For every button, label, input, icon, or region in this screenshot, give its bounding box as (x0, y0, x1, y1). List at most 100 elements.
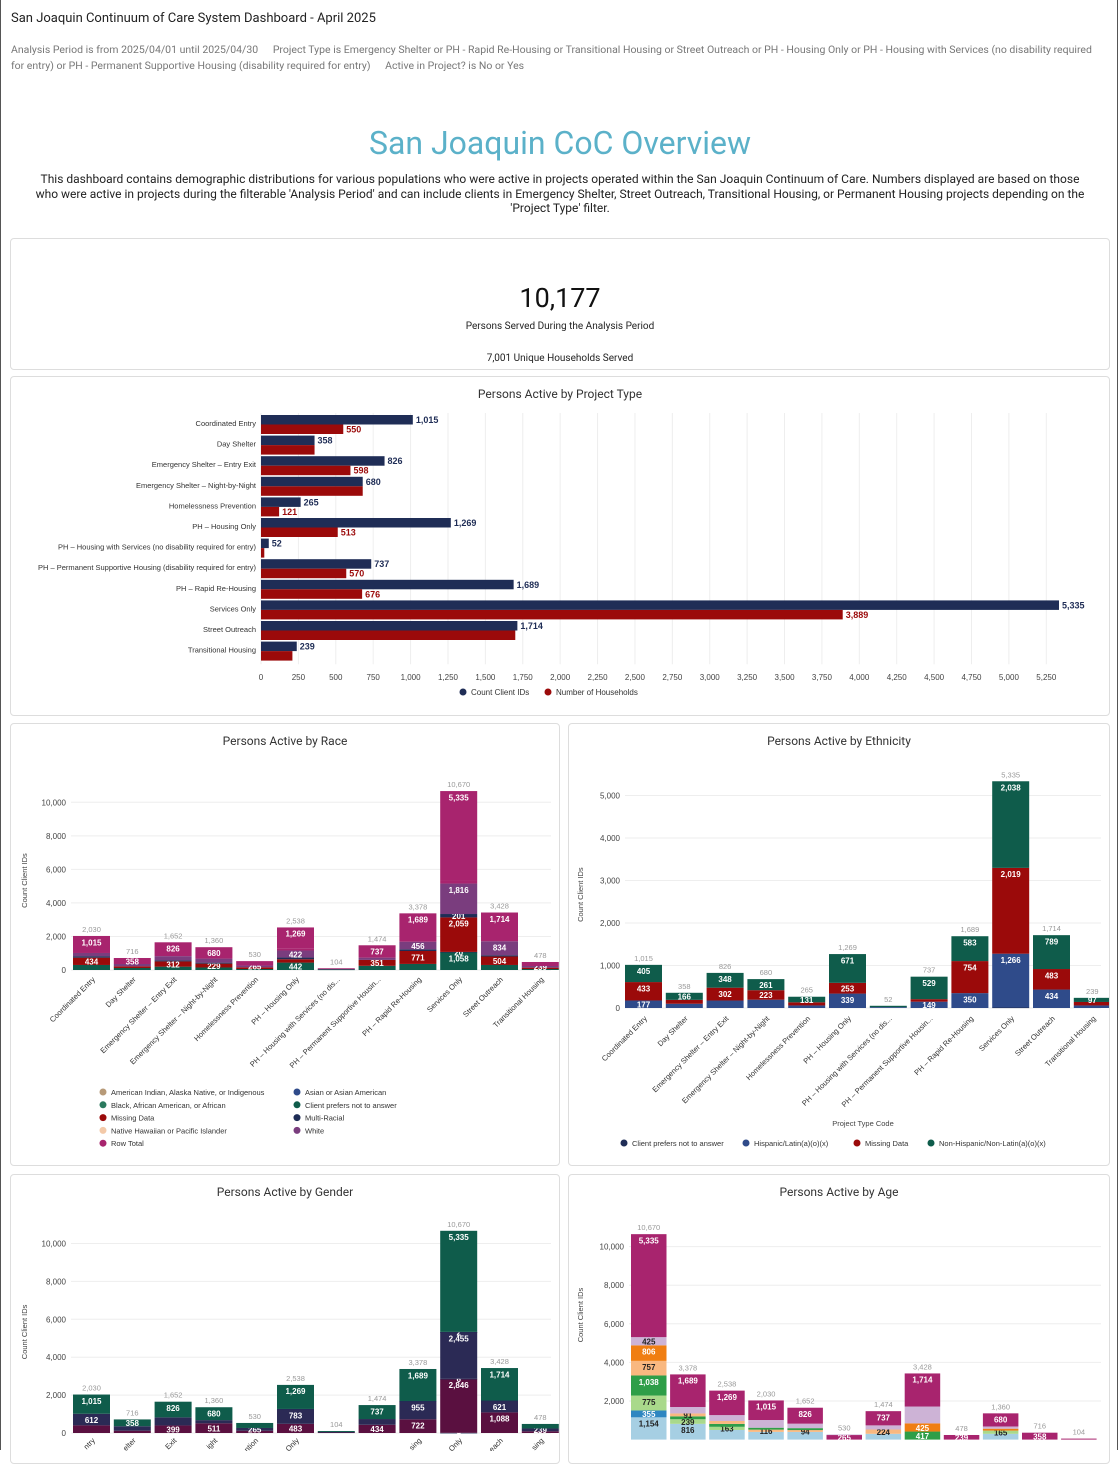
bar-segment (440, 1332, 478, 1333)
household-count-bar (261, 486, 363, 496)
bar-segment (670, 1413, 706, 1417)
bar-segment (1033, 989, 1070, 1008)
overview-title: San Joaquin CoC Overview (368, 124, 752, 162)
household-count-label: 598 (353, 466, 368, 476)
bar-segment (236, 1422, 274, 1428)
ethnicity-chart: 0 1,000 2,000 3,000 4,000 5,000 Count Client I… (576, 770, 1109, 1148)
bar-segment (73, 1394, 110, 1414)
household-count-label: 570 (349, 569, 364, 579)
filter-summary[interactable]: Analysis Period is from 2025/04/01 until… (11, 42, 1106, 74)
x-tick-label: Coordinated Entry (48, 975, 97, 1024)
y-tick-label: 4,000 (46, 899, 67, 908)
bar-segment (440, 914, 478, 918)
age-chart: 2,000 4,000 6,000 8,000 10,000 Count Client I… (576, 1223, 1101, 1443)
bar-segment (865, 1411, 902, 1426)
bar-segment (73, 1425, 110, 1433)
category-label: Coordinated Entry (196, 419, 257, 428)
bar-segment (399, 1368, 437, 1401)
segment-label: 1,015 (81, 1397, 102, 1406)
bar-segment (1033, 935, 1070, 970)
bar-segment (277, 1384, 314, 1409)
segment-label: 757 (642, 1363, 656, 1372)
segment-label: 1,689 (408, 1371, 429, 1380)
bar-segment (440, 951, 478, 953)
segment-label: 806 (642, 1348, 656, 1357)
household-count-bar (261, 445, 315, 455)
bar-segment (631, 1234, 667, 1338)
client-count-label: 1,714 (520, 621, 543, 631)
x-tick-label: 3,250 (737, 673, 758, 682)
segment-label: 350 (963, 995, 977, 1004)
filter-active-in-project[interactable]: Active in Project? is No or Yes (385, 59, 525, 72)
x-tick-label: 2,000 (550, 673, 571, 682)
bar-segment (625, 982, 662, 1001)
bar-segment (706, 1000, 744, 1008)
category-label: Transitional Housing (188, 646, 256, 655)
segment-label: 1,689 (408, 916, 429, 925)
bar-segment (195, 1407, 233, 1421)
bar-segment (521, 965, 559, 968)
segment-label: 1,015 (81, 938, 102, 947)
bar-total-label: 2,538 (286, 916, 305, 925)
segment-label: 737 (370, 1407, 384, 1416)
category-label: PH – Permanent Supportive Housing (disab… (38, 563, 257, 572)
bar-segment (317, 969, 355, 971)
segment-label: 358 (1033, 1432, 1047, 1441)
segment-label: 265 (838, 1433, 852, 1442)
filter-project-type[interactable]: Project Type is Emergency Shelter or PH … (11, 43, 1092, 72)
bar-segment (631, 1337, 667, 1346)
segment-label: 612 (85, 1416, 99, 1425)
bar-segment (670, 1423, 706, 1440)
x-tick-label: Emergency Shelter – Night-by-Night (680, 1013, 772, 1105)
legend-label: American Indian, Alaska Native, or Indig… (111, 1088, 265, 1097)
bar-segment (440, 1332, 478, 1379)
bar-segment (154, 942, 192, 957)
x-tick-label: 3,500 (775, 673, 796, 682)
bar-segment (113, 967, 151, 970)
client-count-bar (261, 435, 315, 446)
y-tick-label: 0 (62, 966, 67, 975)
bar-segment (709, 1421, 745, 1424)
x-tick-label: sing (530, 1436, 546, 1451)
x-tick-label: 4,750 (961, 673, 982, 682)
age-chart-card: Persons Active by Age 2,000 4,000 6,000 8,0… (568, 1174, 1110, 1464)
client-count-bar (261, 641, 297, 652)
bar-total-label: 737 (923, 966, 936, 975)
bar-total-label: 3,428 (490, 902, 509, 911)
y-axis-title: Count Client IDs (576, 1287, 585, 1342)
bar-segment (951, 936, 989, 962)
bar-total-label: 3,428 (490, 1357, 509, 1366)
segment-label: 789 (1045, 937, 1059, 946)
legend-swatch (99, 1101, 107, 1109)
bar-segment (709, 1415, 745, 1422)
legend-swatch-households (544, 688, 552, 696)
x-tick-label: Day Shelter (656, 1014, 690, 1048)
bar-total-label: 478 (534, 1413, 547, 1422)
segment-label: 91 (683, 1411, 692, 1420)
bar-segment (154, 966, 192, 970)
persons-served-label: Persons Served During the Analysis Perio… (465, 321, 655, 332)
bar-total-label: 3,378 (678, 1363, 697, 1372)
segment-label: 131 (800, 996, 814, 1005)
bar-segment (992, 867, 1030, 954)
segment-label: 456 (411, 942, 425, 951)
segment-label: 671 (841, 956, 855, 965)
x-tick-label: 1,500 (475, 673, 496, 682)
filter-analysis-period[interactable]: Analysis Period is from 2025/04/01 until… (11, 43, 259, 56)
bar-segment (521, 1428, 559, 1432)
bar-segment (440, 1378, 478, 1380)
segment-label: 771 (411, 953, 425, 962)
client-count-bar (261, 497, 301, 507)
bar-total-label: 1,652 (796, 1397, 815, 1406)
bar-segment (865, 1425, 902, 1430)
segment-label: 355 (642, 1410, 656, 1419)
bar-segment (670, 1416, 706, 1420)
bar-segment (709, 1426, 745, 1430)
segment-label: 5,335 (639, 1236, 660, 1245)
bar-segment (982, 1433, 1019, 1440)
legend-swatch (853, 1139, 861, 1147)
segment-label: 826 (166, 945, 180, 954)
bar-total-label: 1,360 (991, 1402, 1010, 1411)
segment-label: 312 (166, 960, 180, 969)
segment-label: 116 (760, 1427, 773, 1436)
